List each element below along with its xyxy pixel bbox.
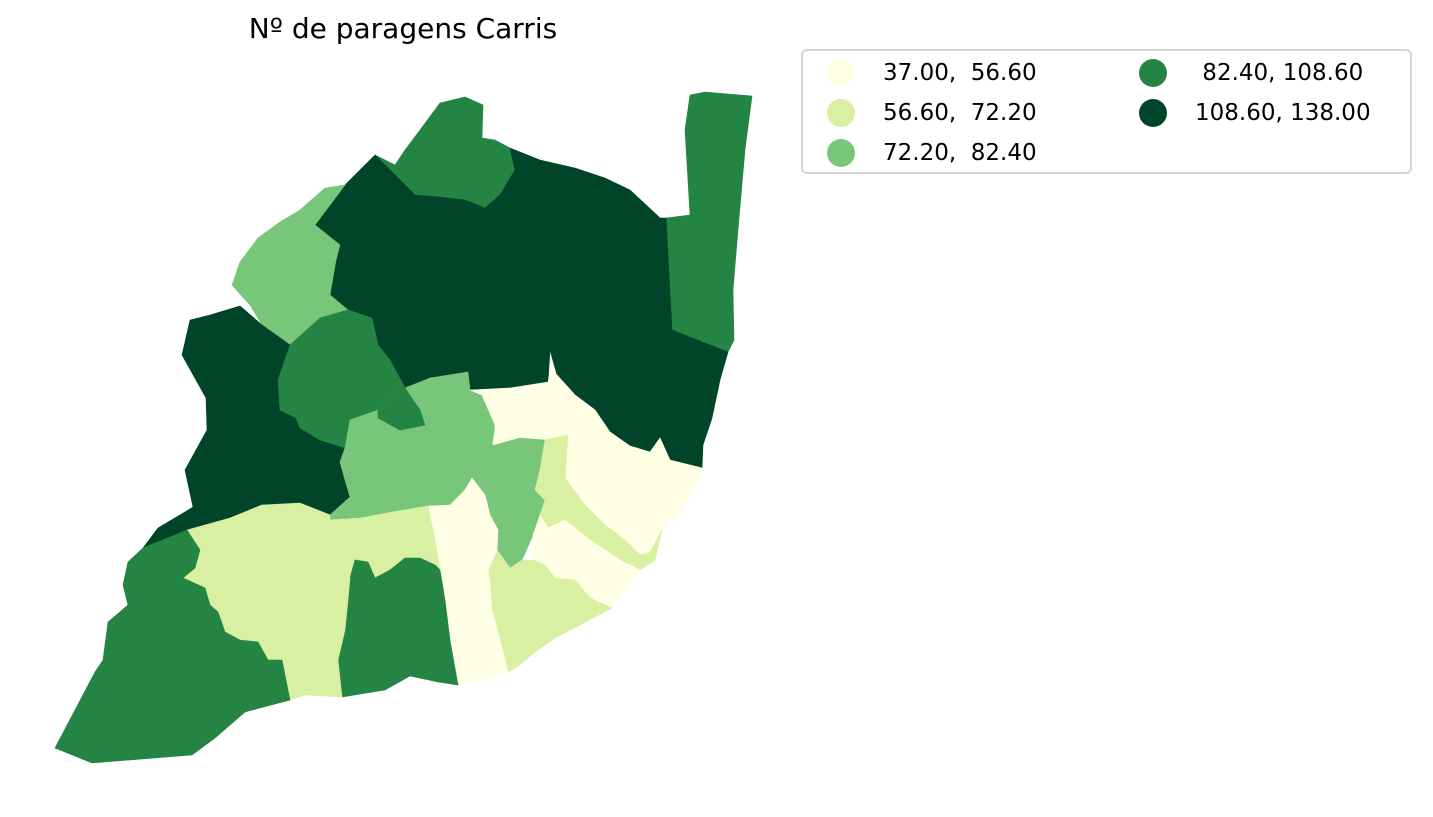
legend-swatch	[1139, 59, 1167, 87]
legend-label: 37.00, 56.60	[883, 60, 1037, 86]
legend-label: 108.60, 138.00	[1195, 100, 1371, 126]
region	[534, 434, 663, 571]
legend-swatch	[827, 59, 855, 87]
map-title: Nº de paragens Carris	[248, 12, 558, 45]
legend-item: 108.60, 138.00	[1139, 97, 1371, 129]
legend-item: 82.40, 108.60	[1139, 57, 1363, 89]
legend-item: 56.60, 72.20	[827, 97, 1037, 129]
legend-label: 56.60, 72.20	[883, 100, 1037, 126]
legend-swatch	[827, 139, 855, 167]
legend-swatch	[1139, 99, 1167, 127]
region	[665, 91, 753, 353]
legend: 37.00, 56.60 56.60, 72.20 72.20, 82.40 82.…	[801, 49, 1412, 174]
legend-label: 72.20, 82.40	[883, 140, 1037, 166]
region	[337, 557, 459, 698]
legend-swatch	[827, 99, 855, 127]
legend-item: 37.00, 56.60	[827, 57, 1037, 89]
region	[377, 387, 426, 431]
legend-label: 82.40, 108.60	[1195, 60, 1364, 86]
region	[54, 529, 291, 764]
choropleth-map	[54, 91, 753, 764]
legend-item: 72.20, 82.40	[827, 137, 1037, 169]
